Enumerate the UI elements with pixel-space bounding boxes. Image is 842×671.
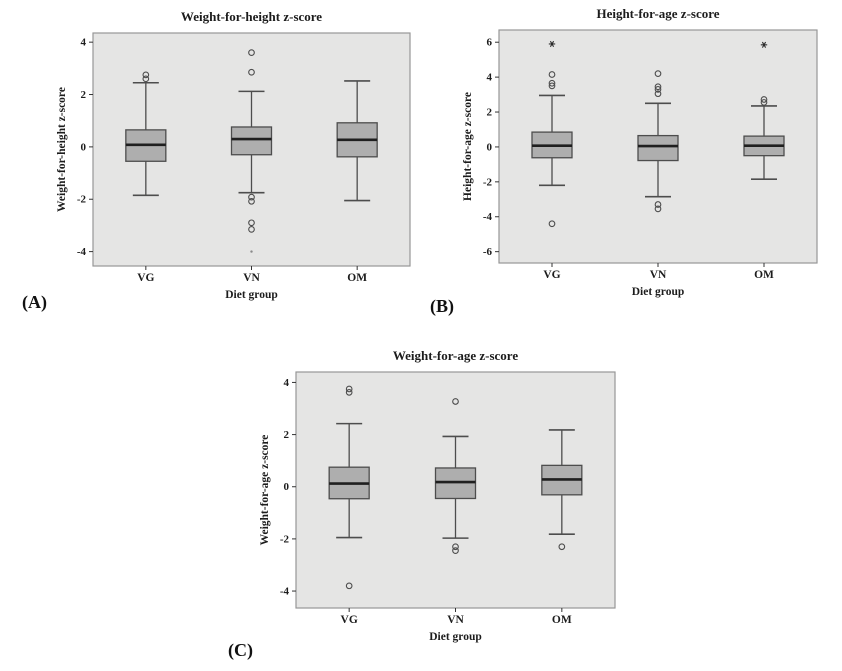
outlier-circle [345,385,353,393]
x-category-label: OM [754,269,774,281]
boxplot-vn [637,70,679,213]
outlier-circle [248,225,255,233]
boxplot-panel-height-for-age: Height-for-age z-score 6 4 2 0 -2 -4 -6 Height-f… [421,0,842,322]
boxplot-vn [230,49,273,253]
y-tick-label: 4 [284,377,290,389]
outlier-circle [248,68,255,76]
chart-title: Height-for-age z-score [596,6,719,21]
outlier-circle [345,582,353,590]
outlier-asterisk [549,40,555,48]
outlier-circle [548,82,556,90]
boxplot-panel-weight-for-height: Weight-for-height z-score 4 2 0 -2 -4 Weight-f… [0,0,421,322]
y-tick-label: -2 [483,176,493,188]
x-axis-label: Diet group [632,286,685,298]
boxplot-svg-c: Weight-for-age z-score 4 2 0 -2 -4 Weight-for-… [259,348,616,643]
outlier-circle [142,71,150,79]
x-category-label: VG [341,614,358,626]
boxplot-vg [328,385,370,590]
boxplot-vg [125,71,167,197]
outlier-circle [142,75,150,83]
y-tick-label: 0 [81,141,87,153]
outlier-circle [248,219,255,227]
y-tick-label: 4 [487,72,493,84]
x-axis-label: Diet group [429,631,482,643]
y-axis-label: Weight-for-age z-score [259,435,271,546]
boxplot-om [336,80,378,202]
panel-label-b: (B) [430,296,454,316]
boxplot-vn [434,398,477,554]
y-tick-label: 6 [487,37,493,49]
x-category-label: VN [650,269,667,281]
boxplot-svg-b: Height-for-age z-score 6 4 2 0 -2 -4 -6 Height-f… [462,6,818,298]
outlier-dot [250,250,253,253]
outlier-circle [548,79,556,87]
panel-label-a: (A) [22,292,47,312]
outlier-circle [452,543,459,551]
y-tick-label: -4 [483,211,493,223]
outlier-circle [248,193,255,201]
x-category-label: VG [543,269,560,281]
y-axis-label: Height-for-age z-score [462,92,474,201]
chart-title: Weight-for-age z-score [393,348,518,363]
x-category-label: VN [447,614,464,626]
outlier-circle [654,83,662,91]
outlier-circle [654,85,662,93]
y-tick-label: -6 [483,246,493,258]
x-category-label: OM [552,614,572,626]
y-tick-label: 2 [81,89,87,101]
panel-label-c: (C) [228,640,253,660]
outlier-circle [548,220,556,228]
outlier-circle [452,547,459,554]
y-tick-label: 0 [284,481,290,493]
iqr-box [637,134,679,162]
chart-title: Weight-for-height z-score [181,9,322,24]
y-axis-label: Weight-for-height z-score [56,87,68,212]
outlier-circle [452,398,459,405]
y-tick-label: -2 [280,533,290,545]
y-tick-label: -4 [77,246,87,258]
boxplot-om [743,41,785,181]
outlier-circle [654,201,662,208]
outlier-circle [760,96,768,103]
boxplot-om [541,429,583,551]
outlier-circle [654,205,662,213]
outlier-circle [548,71,556,78]
outlier-circle [248,197,255,205]
boxplot-svg-a: Weight-for-height z-score 4 2 0 -2 -4 Weight-f… [56,9,411,301]
x-category-label: VG [137,272,154,284]
x-category-label: OM [347,272,367,284]
y-tick-label: 2 [487,107,493,119]
x-category-label: VN [243,272,260,284]
boxplot-panel-weight-for-age: Weight-for-age z-score 4 2 0 -2 -4 Weight-for-… [210,330,641,671]
outlier-circle [558,543,566,551]
outlier-circle [345,388,353,396]
outlier-asterisk [761,41,767,48]
x-axis-label: Diet group [225,289,278,301]
outlier-circle [654,70,662,77]
y-tick-label: 0 [487,141,493,153]
outlier-circle [654,90,662,98]
y-tick-label: -4 [280,586,290,598]
y-tick-label: 4 [81,37,87,49]
boxplot-vg [531,40,573,228]
outlier-circle [760,99,768,106]
y-tick-label: -2 [77,194,87,206]
outlier-circle [248,49,255,56]
iqr-box [230,126,273,156]
y-tick-label: 2 [284,429,290,441]
